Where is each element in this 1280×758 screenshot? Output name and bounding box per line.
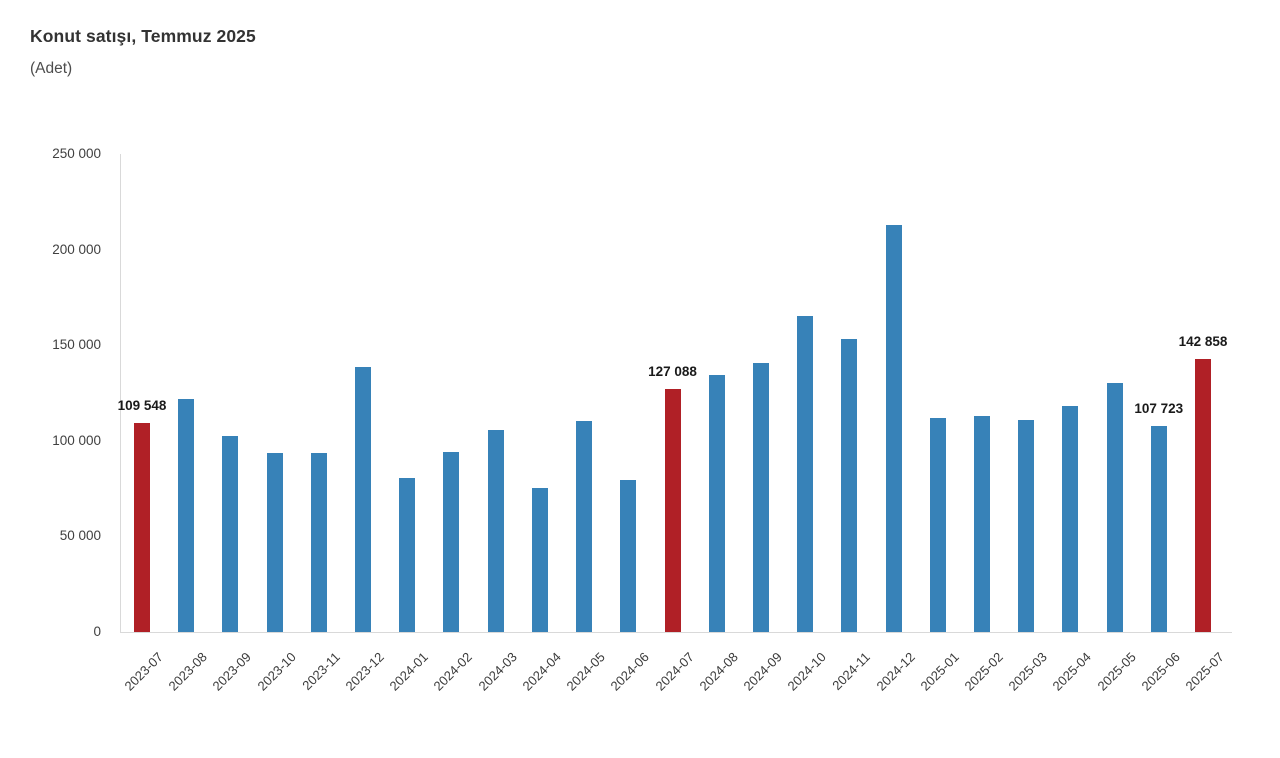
y-axis-tick-label: 200 000 xyxy=(52,241,101,257)
y-axis-tick-label: 250 000 xyxy=(52,146,101,161)
bar-2025-01 xyxy=(929,417,946,632)
bar-2023-11 xyxy=(310,453,327,632)
bar-2023-07 xyxy=(134,422,150,632)
bar-2024-04 xyxy=(531,487,548,632)
chart-unit-label: (Adet) xyxy=(30,60,73,77)
bar-2024-03 xyxy=(487,430,504,632)
bar-2025-07 xyxy=(1195,358,1211,632)
bar-2023-10 xyxy=(266,452,283,632)
y-axis-tick-label: 50 000 xyxy=(59,528,101,544)
bar-2024-11 xyxy=(841,339,858,632)
x-axis-line xyxy=(120,632,1232,633)
bar-2023-08 xyxy=(178,398,195,632)
bar-2025-06 xyxy=(1150,426,1167,632)
bar-2024-10 xyxy=(797,316,814,632)
bar-2023-12 xyxy=(355,367,372,632)
data-label-2023-07: 109 548 xyxy=(117,397,167,413)
data-label-2025-06: 107 723 xyxy=(1134,401,1184,417)
bar-2024-12 xyxy=(885,225,902,632)
bar-2024-01 xyxy=(399,478,416,632)
data-label-2025-07: 142 858 xyxy=(1178,333,1228,349)
chart-title: Konut satışı, Temmuz 2025 xyxy=(30,26,256,46)
bar-2025-02 xyxy=(973,416,990,632)
bar-2025-03 xyxy=(1018,420,1035,632)
data-label-2024-07: 127 088 xyxy=(648,364,697,379)
bar-2024-07 xyxy=(664,389,681,632)
bar-2025-05 xyxy=(1106,383,1123,632)
bar-2023-09 xyxy=(222,435,239,632)
y-axis-tick-label: 150 000 xyxy=(52,337,101,353)
bar-2024-09 xyxy=(752,362,769,632)
bar-2025-04 xyxy=(1062,405,1079,632)
bar-2024-05 xyxy=(576,420,593,632)
y-axis-tick-label: 100 000 xyxy=(52,432,101,448)
bar-2024-02 xyxy=(443,452,460,632)
bar-2024-08 xyxy=(708,375,725,632)
y-axis-line xyxy=(120,154,121,632)
bar-2024-06 xyxy=(620,480,637,632)
y-axis-tick-label: 0 xyxy=(93,624,101,639)
